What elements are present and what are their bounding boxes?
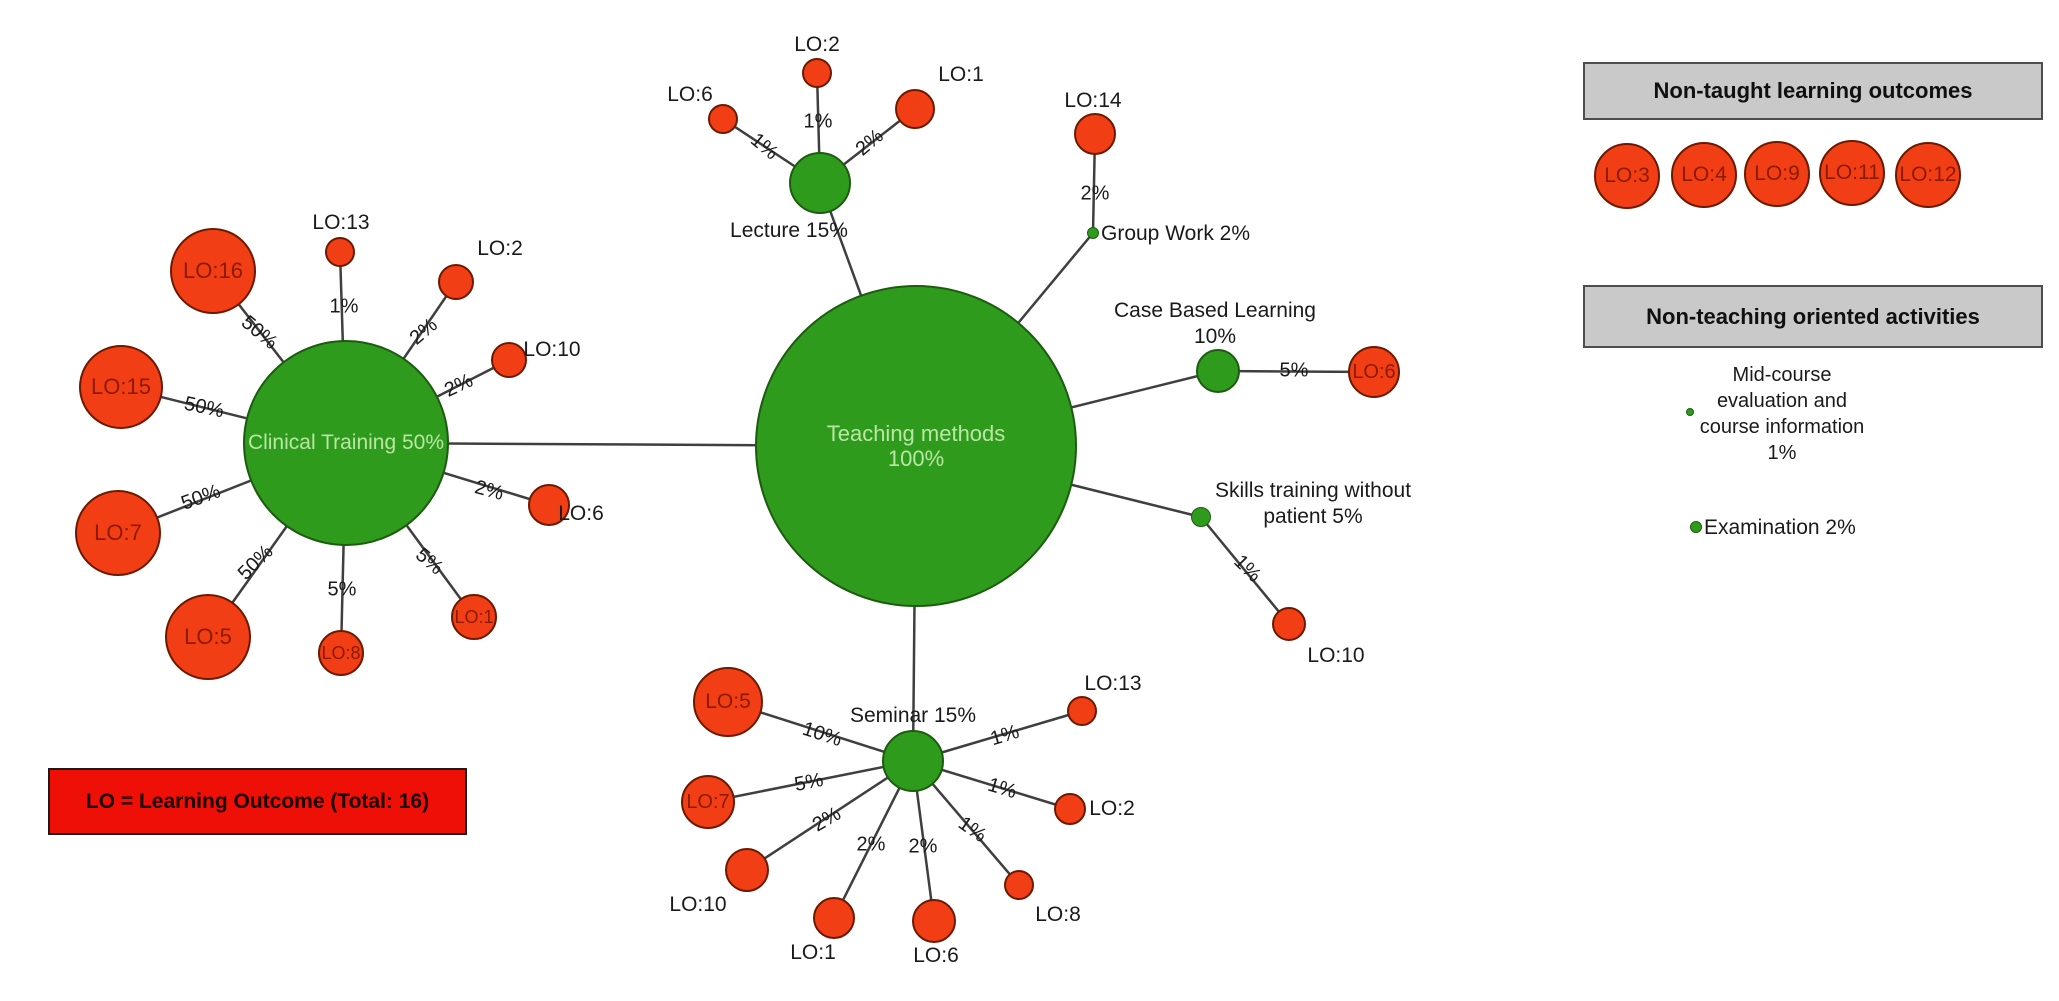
edge-label-gw_dot-lo14: 2%	[1080, 182, 1110, 205]
node-ct_lo7: LO:7	[75, 490, 161, 576]
node-label-lg_lo9: LO:9	[1754, 161, 1800, 185]
node-label-clinical: Clinical Training 50%	[247, 430, 445, 454]
node-ct_lo10	[491, 342, 527, 378]
edge-seminar-sem_lo7	[707, 759, 914, 804]
node-ct_lo5: LO:5	[165, 594, 251, 680]
node-cbl	[1196, 349, 1240, 393]
edge-seminar-sem_lo10	[746, 759, 914, 872]
node-label-lo14: LO:14	[1064, 88, 1122, 112]
node-label-ct_lo13: LO:13	[312, 210, 370, 234]
legend-non-taught-box: Non-taught learning outcomes	[1583, 62, 2043, 120]
mid-course-text: Mid-course evaluation and course informa…	[1662, 362, 1902, 466]
node-label-teaching: Teaching methods 100%	[826, 420, 1006, 471]
note-text: LO = Learning Outcome (Total: 16)	[85, 789, 430, 813]
node-ct_lo2	[438, 264, 474, 300]
node-label-lec_lo2: LO:2	[794, 32, 840, 56]
node-sem_lo7: LO:7	[681, 775, 735, 829]
node-label-lg_lo11: LO:11	[1824, 160, 1880, 184]
node-sem_lo2	[1054, 793, 1086, 825]
node-skills_dot	[1191, 507, 1211, 527]
node-label-sem_lo5: LO:5	[705, 689, 751, 713]
node-label-ct_lo7: LO:7	[94, 520, 142, 546]
mid-course-line-1: Mid-course	[1732, 364, 1832, 386]
edge-skills_dot-sk_lo10	[1200, 516, 1290, 625]
node-label-sem_lo13: LO:13	[1084, 671, 1142, 695]
mid-course-line-4: 1%	[1767, 442, 1797, 464]
node-cbl_lo6: LO:6	[1348, 346, 1400, 398]
node-lec_lo2	[802, 58, 832, 88]
edge-label-lecture-lec_lo2: 1%	[803, 110, 833, 133]
mid-course-line-3: course information	[1699, 416, 1865, 438]
node-lec_lo6	[708, 104, 738, 134]
node-ct_lo1: LO:1	[451, 594, 497, 640]
node-teaching: Teaching methods 100%	[755, 285, 1077, 607]
node-lg_lo9: LO:9	[1744, 141, 1810, 207]
node-label-cbl_lo6: LO:6	[1352, 360, 1396, 383]
node-label-sem_lo1: LO:1	[790, 940, 836, 964]
node-label-sem_lo8: LO:8	[1035, 902, 1081, 926]
node-sem_lo5: LO:5	[693, 667, 763, 737]
node-label-lg_lo12: LO:12	[1899, 162, 1957, 186]
note-box: LO = Learning Outcome (Total: 16)	[48, 768, 467, 835]
node-sem_lo13	[1067, 696, 1097, 726]
examination-text: Examination 2%	[1704, 516, 1856, 539]
node-clinical: Clinical Training 50%	[243, 340, 449, 546]
node-mid_dot	[1686, 408, 1694, 416]
legend-non-taught-title: Non-taught learning outcomes	[1653, 78, 1973, 103]
node-label-ct_lo6: LO:6	[558, 501, 604, 525]
node-ct_lo13	[325, 237, 355, 267]
node-sem_lo8	[1004, 870, 1034, 900]
node-label-ct_lo2: LO:2	[477, 236, 523, 260]
node-label-ct_lo1: LO:1	[454, 606, 494, 627]
node-label-lecture: Lecture 15%	[730, 218, 848, 242]
node-lg_lo4: LO:4	[1671, 142, 1737, 208]
mid-course-line-2: evaluation and	[1716, 390, 1848, 412]
node-label-lg_lo3: LO:3	[1604, 163, 1650, 187]
node-ct_lo15: LO:15	[79, 345, 163, 429]
node-sem_lo1	[813, 897, 855, 939]
node-lecture	[789, 152, 851, 214]
node-label-sem_lo6: LO:6	[913, 943, 959, 967]
node-sem_lo6	[912, 899, 956, 943]
node-sem_lo10	[725, 848, 769, 892]
edge-label-clinical-ct_lo8: 5%	[327, 578, 357, 601]
node-label-sk_lo10: LO:10	[1307, 643, 1365, 667]
node-label-lec_lo1: LO:1	[938, 62, 984, 86]
node-lg_lo3: LO:3	[1594, 143, 1660, 209]
node-ct_lo16: LO:16	[170, 228, 256, 314]
node-label-lg_lo4: LO:4	[1681, 162, 1727, 186]
edge-label-cbl-cbl_lo6: 5%	[1279, 359, 1309, 382]
node-lo14	[1074, 113, 1116, 155]
node-exam_dot	[1690, 521, 1702, 533]
node-lg_lo11: LO:11	[1819, 140, 1885, 206]
node-label-sem_lo7: LO:7	[686, 790, 730, 813]
legend-non-teaching-box: Non-teaching oriented activities	[1583, 285, 2043, 348]
node-label-ct_lo10: LO:10	[523, 337, 581, 361]
edge-label-seminar-sem_lo1: 2%	[856, 833, 886, 856]
node-label-gw_dot: Group Work 2%	[1101, 221, 1250, 245]
node-seminar	[882, 730, 944, 792]
node-label-ct_lo16: LO:16	[183, 258, 243, 284]
node-label-ct_lo5: LO:5	[184, 624, 232, 650]
edge-label-clinical-ct_lo13: 1%	[329, 295, 359, 318]
node-gw_dot	[1087, 227, 1099, 239]
node-label-sem_lo2: LO:2	[1089, 796, 1135, 820]
node-label-cbl: Case Based Learning 10%	[1114, 298, 1316, 348]
node-label-lec_lo6: LO:6	[667, 82, 713, 106]
node-lec_lo1	[895, 89, 935, 129]
node-label-ct_lo8: LO:8	[321, 642, 361, 663]
legend-non-teaching-title: Non-teaching oriented activities	[1646, 303, 1980, 329]
node-ct_lo6	[528, 484, 570, 526]
edge-label-seminar-sem_lo6: 2%	[908, 835, 938, 858]
node-sk_lo10	[1272, 607, 1306, 641]
node-label-seminar: Seminar 15%	[849, 703, 977, 727]
node-lg_lo12: LO:12	[1895, 142, 1961, 208]
node-label-ct_lo15: LO:15	[91, 374, 151, 400]
node-ct_lo8: LO:8	[318, 630, 364, 676]
node-label-sem_lo10: LO:10	[669, 892, 727, 916]
node-label-skills_dot: Skills training without patient 5%	[1214, 478, 1412, 528]
